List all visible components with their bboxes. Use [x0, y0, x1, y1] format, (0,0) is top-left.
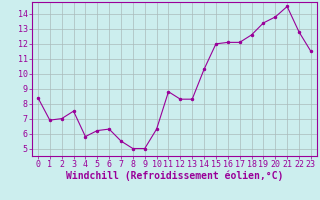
X-axis label: Windchill (Refroidissement éolien,°C): Windchill (Refroidissement éolien,°C)	[66, 171, 283, 181]
